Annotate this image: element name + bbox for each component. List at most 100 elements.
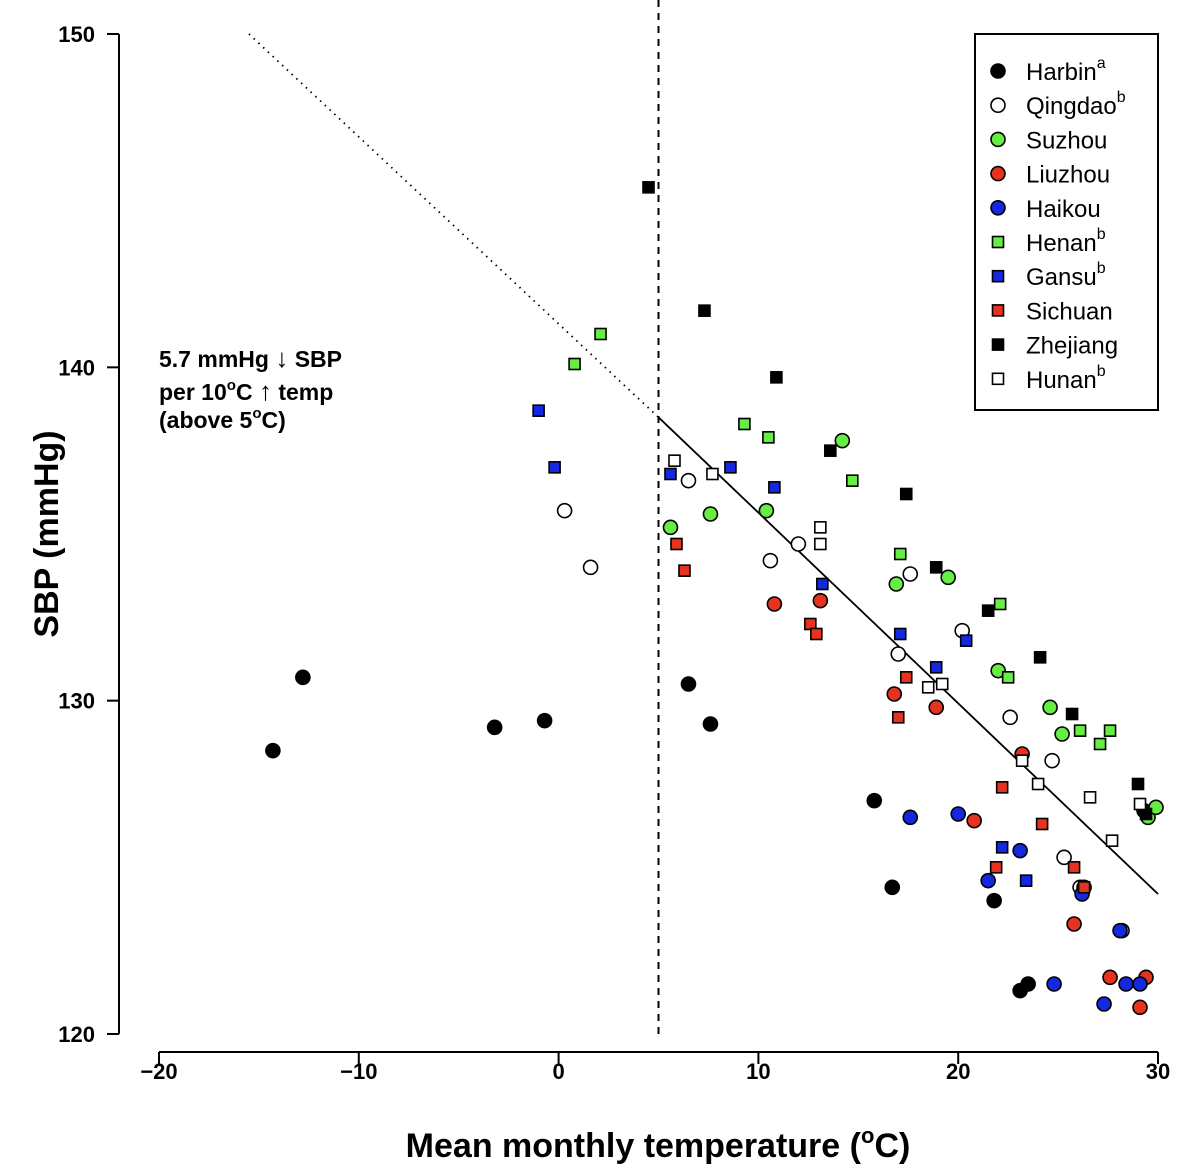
- point-henan: [1001, 671, 1015, 684]
- legend-name: Gansu: [1026, 264, 1097, 291]
- point-zhejiang: [1065, 707, 1079, 721]
- point-zhejiang: [698, 304, 711, 317]
- point-suzhou: [662, 519, 679, 536]
- legend-marker-suzhou: [990, 131, 1006, 148]
- point-hunan: [814, 521, 827, 534]
- legend-marker-liuzhou: [990, 165, 1006, 182]
- point-gansu: [664, 467, 677, 481]
- point-gansu: [816, 577, 829, 591]
- point-harbin: [986, 892, 1002, 909]
- x-tick-label: 10: [746, 1059, 770, 1084]
- point-haikou: [1118, 976, 1134, 992]
- point-henan: [568, 357, 581, 371]
- point-hunan: [1133, 797, 1147, 811]
- x-axis-title-superscript: o: [861, 1123, 874, 1148]
- legend-label-qingdao: Qingdaob: [1026, 89, 1126, 120]
- point-zhejiang: [824, 444, 837, 457]
- point-henan: [594, 327, 607, 341]
- point-gansu: [929, 661, 943, 674]
- annotation-superscript: o: [252, 405, 261, 422]
- annotation-text: temp: [272, 379, 333, 405]
- legend-label-hunan: Hunanb: [1026, 363, 1106, 394]
- point-zhejiang: [929, 561, 943, 574]
- point-qingdao: [762, 552, 779, 569]
- point-zhejiang: [981, 604, 995, 617]
- fit-line: [657, 416, 1159, 895]
- point-gansu: [548, 461, 561, 474]
- point-haikou: [980, 872, 996, 889]
- annotation-text: 5.7 mmHg: [159, 346, 275, 372]
- point-qingdao: [1002, 709, 1018, 726]
- point-qingdao: [902, 566, 919, 582]
- legend-label-gansu: Gansub: [1026, 260, 1106, 291]
- x-tick-label: 30: [1146, 1059, 1170, 1084]
- legend-marker-haikou: [990, 200, 1006, 216]
- point-sichuan: [1035, 817, 1049, 831]
- point-hunan: [814, 537, 827, 551]
- annotation-text: SBP: [288, 346, 342, 372]
- point-haikou: [1096, 996, 1112, 1012]
- legend-label-zhejiang: Zhejiang: [1026, 333, 1118, 360]
- point-zhejiang: [1131, 777, 1145, 791]
- point-harbin: [295, 669, 311, 686]
- legend-marker-harbin: [990, 63, 1006, 79]
- point-liuzhou: [766, 596, 783, 612]
- annotation-text: (above 5: [159, 407, 253, 433]
- point-sichuan: [1077, 881, 1091, 894]
- legend-label-harbin: Harbina: [1026, 55, 1106, 86]
- point-liuzhou: [886, 686, 903, 702]
- point-liuzhou: [1132, 999, 1148, 1016]
- point-zhejiang: [642, 181, 655, 194]
- point-henan: [893, 547, 907, 561]
- x-tick-label: −10: [340, 1059, 377, 1084]
- legend-name: Qingdao: [1026, 93, 1117, 120]
- legend-marker-henan: [991, 235, 1005, 249]
- fit-lines: [248, 0, 1159, 1034]
- legend-marker-hunan: [991, 372, 1005, 386]
- legend: HarbinaQingdaobSuzhouLiuzhouHaikouHenanb…: [974, 33, 1159, 411]
- x-tick-label: −20: [140, 1059, 177, 1084]
- point-haikou: [902, 809, 919, 826]
- point-gansu: [959, 634, 973, 647]
- legend-name: Harbin: [1026, 59, 1097, 86]
- point-suzhou: [1148, 799, 1164, 816]
- point-zhejiang: [899, 487, 913, 501]
- x-axis-title-text: Mean monthly temperature (: [406, 1127, 862, 1165]
- point-sichuan: [670, 537, 683, 551]
- point-suzhou: [758, 502, 775, 519]
- legend-label-henan: Henanb: [1026, 226, 1106, 257]
- legend-name: Sichuan: [1026, 298, 1113, 325]
- point-qingdao: [1044, 752, 1060, 769]
- legend-superscript: a: [1097, 55, 1106, 72]
- point-qingdao: [1056, 849, 1072, 866]
- point-henan: [1073, 724, 1087, 737]
- point-suzhou: [940, 569, 957, 586]
- legend-name: Zhejiang: [1026, 333, 1118, 360]
- fit-line-extrapolated: [248, 33, 660, 418]
- legend-marker-zhejiang: [991, 338, 1005, 351]
- legend-label-sichuan: Sichuan: [1026, 298, 1113, 325]
- point-liuzhou: [1066, 916, 1082, 932]
- legend-box: [974, 33, 1159, 411]
- x-axis-title-unit: C): [874, 1127, 910, 1165]
- point-gansu: [724, 461, 737, 474]
- data-points: [265, 181, 1164, 1016]
- point-suzhou: [1054, 726, 1070, 742]
- point-suzhou: [702, 506, 719, 522]
- axis-titles: Mean monthly temperature (oC) SBP (mmHg): [28, 430, 910, 1165]
- legend-name: Liuzhou: [1026, 162, 1110, 189]
- point-suzhou: [990, 662, 1006, 679]
- point-sichuan: [995, 781, 1009, 794]
- point-sichuan: [810, 627, 823, 641]
- axes: −20 −10 0 10 20 30 120 130 140 150: [58, 22, 1170, 1084]
- point-sichuan: [989, 861, 1003, 874]
- point-henan: [993, 597, 1007, 611]
- legend-label-haikou: Haikou: [1026, 196, 1101, 223]
- point-haikou: [950, 806, 967, 822]
- x-tick-label: 20: [946, 1059, 970, 1084]
- legend-superscript: b: [1117, 89, 1126, 106]
- legend-superscript: b: [1097, 363, 1106, 380]
- annotation-line-2: per 10oC ↑ temp: [159, 376, 333, 406]
- legend-name: Hunan: [1026, 367, 1097, 394]
